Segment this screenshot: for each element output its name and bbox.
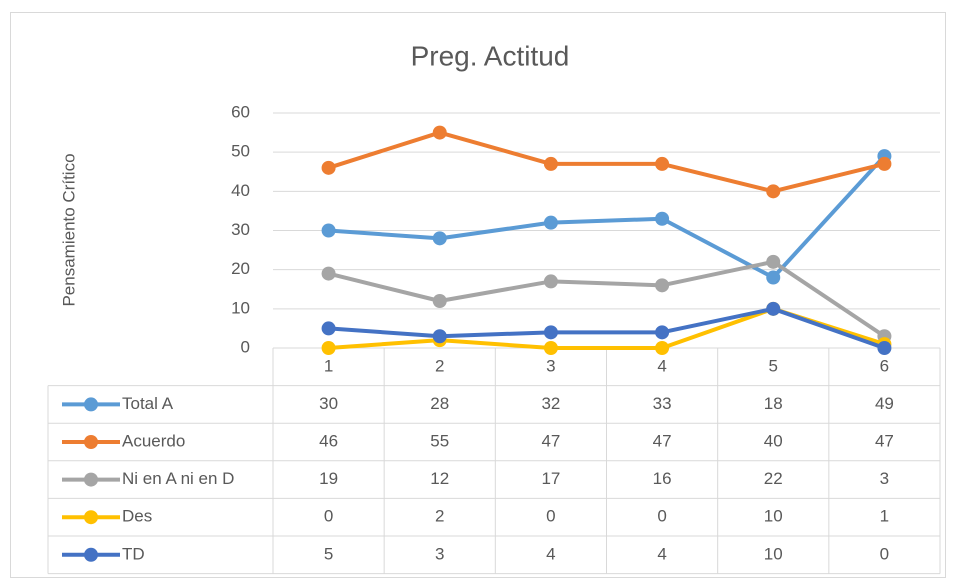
table-value: 0 — [546, 507, 555, 526]
data-point — [655, 341, 670, 355]
table-value: 18 — [764, 394, 783, 413]
table-value: 0 — [657, 507, 666, 526]
y-axis-title: Pensamiento Crítico — [59, 153, 78, 306]
series-line — [328, 259, 886, 338]
table-value: 3 — [435, 544, 444, 563]
table-value: 4 — [546, 544, 555, 563]
data-point — [766, 270, 781, 285]
legend-marker — [84, 510, 98, 525]
table-value: 12 — [430, 469, 449, 488]
series-line — [328, 154, 886, 280]
x-tick-label: 4 — [657, 356, 666, 375]
table-value: 47 — [541, 431, 560, 450]
table-value: 17 — [541, 469, 560, 488]
y-tick-label: 40 — [231, 181, 250, 200]
table-value: 5 — [324, 544, 333, 563]
table-value: 10 — [764, 544, 783, 563]
table-value: 4 — [657, 544, 666, 563]
table-value: 49 — [875, 394, 894, 413]
data-point — [543, 325, 558, 340]
legend-label: Ni en A ni en D — [122, 469, 234, 488]
y-tick-label: 60 — [231, 102, 250, 121]
data-point — [543, 215, 558, 230]
data-point — [432, 329, 447, 344]
y-tick-label: 10 — [231, 298, 250, 317]
table-value: 47 — [653, 431, 672, 450]
legend-marker — [84, 397, 98, 412]
table-value: 32 — [541, 394, 560, 413]
data-point — [766, 254, 781, 269]
table-value: 30 — [319, 394, 338, 413]
data-point — [766, 301, 781, 316]
data-point — [321, 341, 336, 355]
data-point — [432, 294, 447, 308]
series-line — [327, 130, 885, 194]
y-tick-label: 0 — [241, 337, 250, 356]
x-tick-label: 5 — [769, 356, 778, 375]
table-value: 55 — [430, 431, 449, 450]
data-point — [655, 211, 670, 226]
table-value: 1 — [880, 507, 889, 526]
data-point — [655, 325, 670, 340]
table-value: 40 — [764, 431, 783, 450]
data-point — [321, 266, 336, 281]
table-value: 0 — [324, 507, 333, 526]
y-tick-label: 20 — [231, 259, 250, 278]
data-point — [655, 156, 670, 171]
series-line — [328, 306, 886, 350]
table-value: 3 — [880, 469, 889, 488]
data-point — [321, 160, 336, 175]
table-value: 22 — [764, 469, 783, 488]
table-value: 33 — [653, 394, 672, 413]
legend-label: TD — [122, 544, 145, 563]
table-value: 16 — [653, 469, 672, 488]
y-tick-label: 50 — [231, 142, 250, 161]
legend-label: Total A — [122, 394, 174, 413]
legend-marker — [84, 435, 98, 449]
data-point — [766, 184, 781, 199]
data-point — [432, 231, 447, 246]
chart-title: Preg. Actitud — [411, 40, 570, 71]
legend-marker — [84, 547, 98, 562]
legend-label: Acuerdo — [122, 431, 185, 450]
table-value: 47 — [875, 431, 894, 450]
data-point — [543, 274, 558, 289]
x-tick-label: 1 — [324, 356, 333, 375]
data-point — [321, 321, 336, 336]
data-point — [877, 341, 892, 355]
data-point — [432, 125, 447, 140]
table-value: 28 — [430, 394, 449, 413]
data-point — [543, 156, 558, 171]
data-point — [543, 341, 558, 355]
data-point — [655, 278, 670, 293]
x-tick-label: 3 — [546, 356, 555, 375]
legend-label: Des — [122, 507, 152, 526]
legend-marker — [84, 472, 98, 487]
y-tick-label: 30 — [231, 220, 250, 239]
table-value: 0 — [880, 544, 889, 563]
table-value: 46 — [319, 431, 338, 450]
table-value: 19 — [319, 469, 338, 488]
data-point — [877, 156, 892, 171]
data-point — [321, 223, 336, 238]
x-tick-label: 2 — [435, 356, 444, 375]
x-tick-label: 6 — [880, 356, 889, 375]
table-value: 2 — [435, 507, 444, 526]
table-value: 10 — [764, 507, 783, 526]
